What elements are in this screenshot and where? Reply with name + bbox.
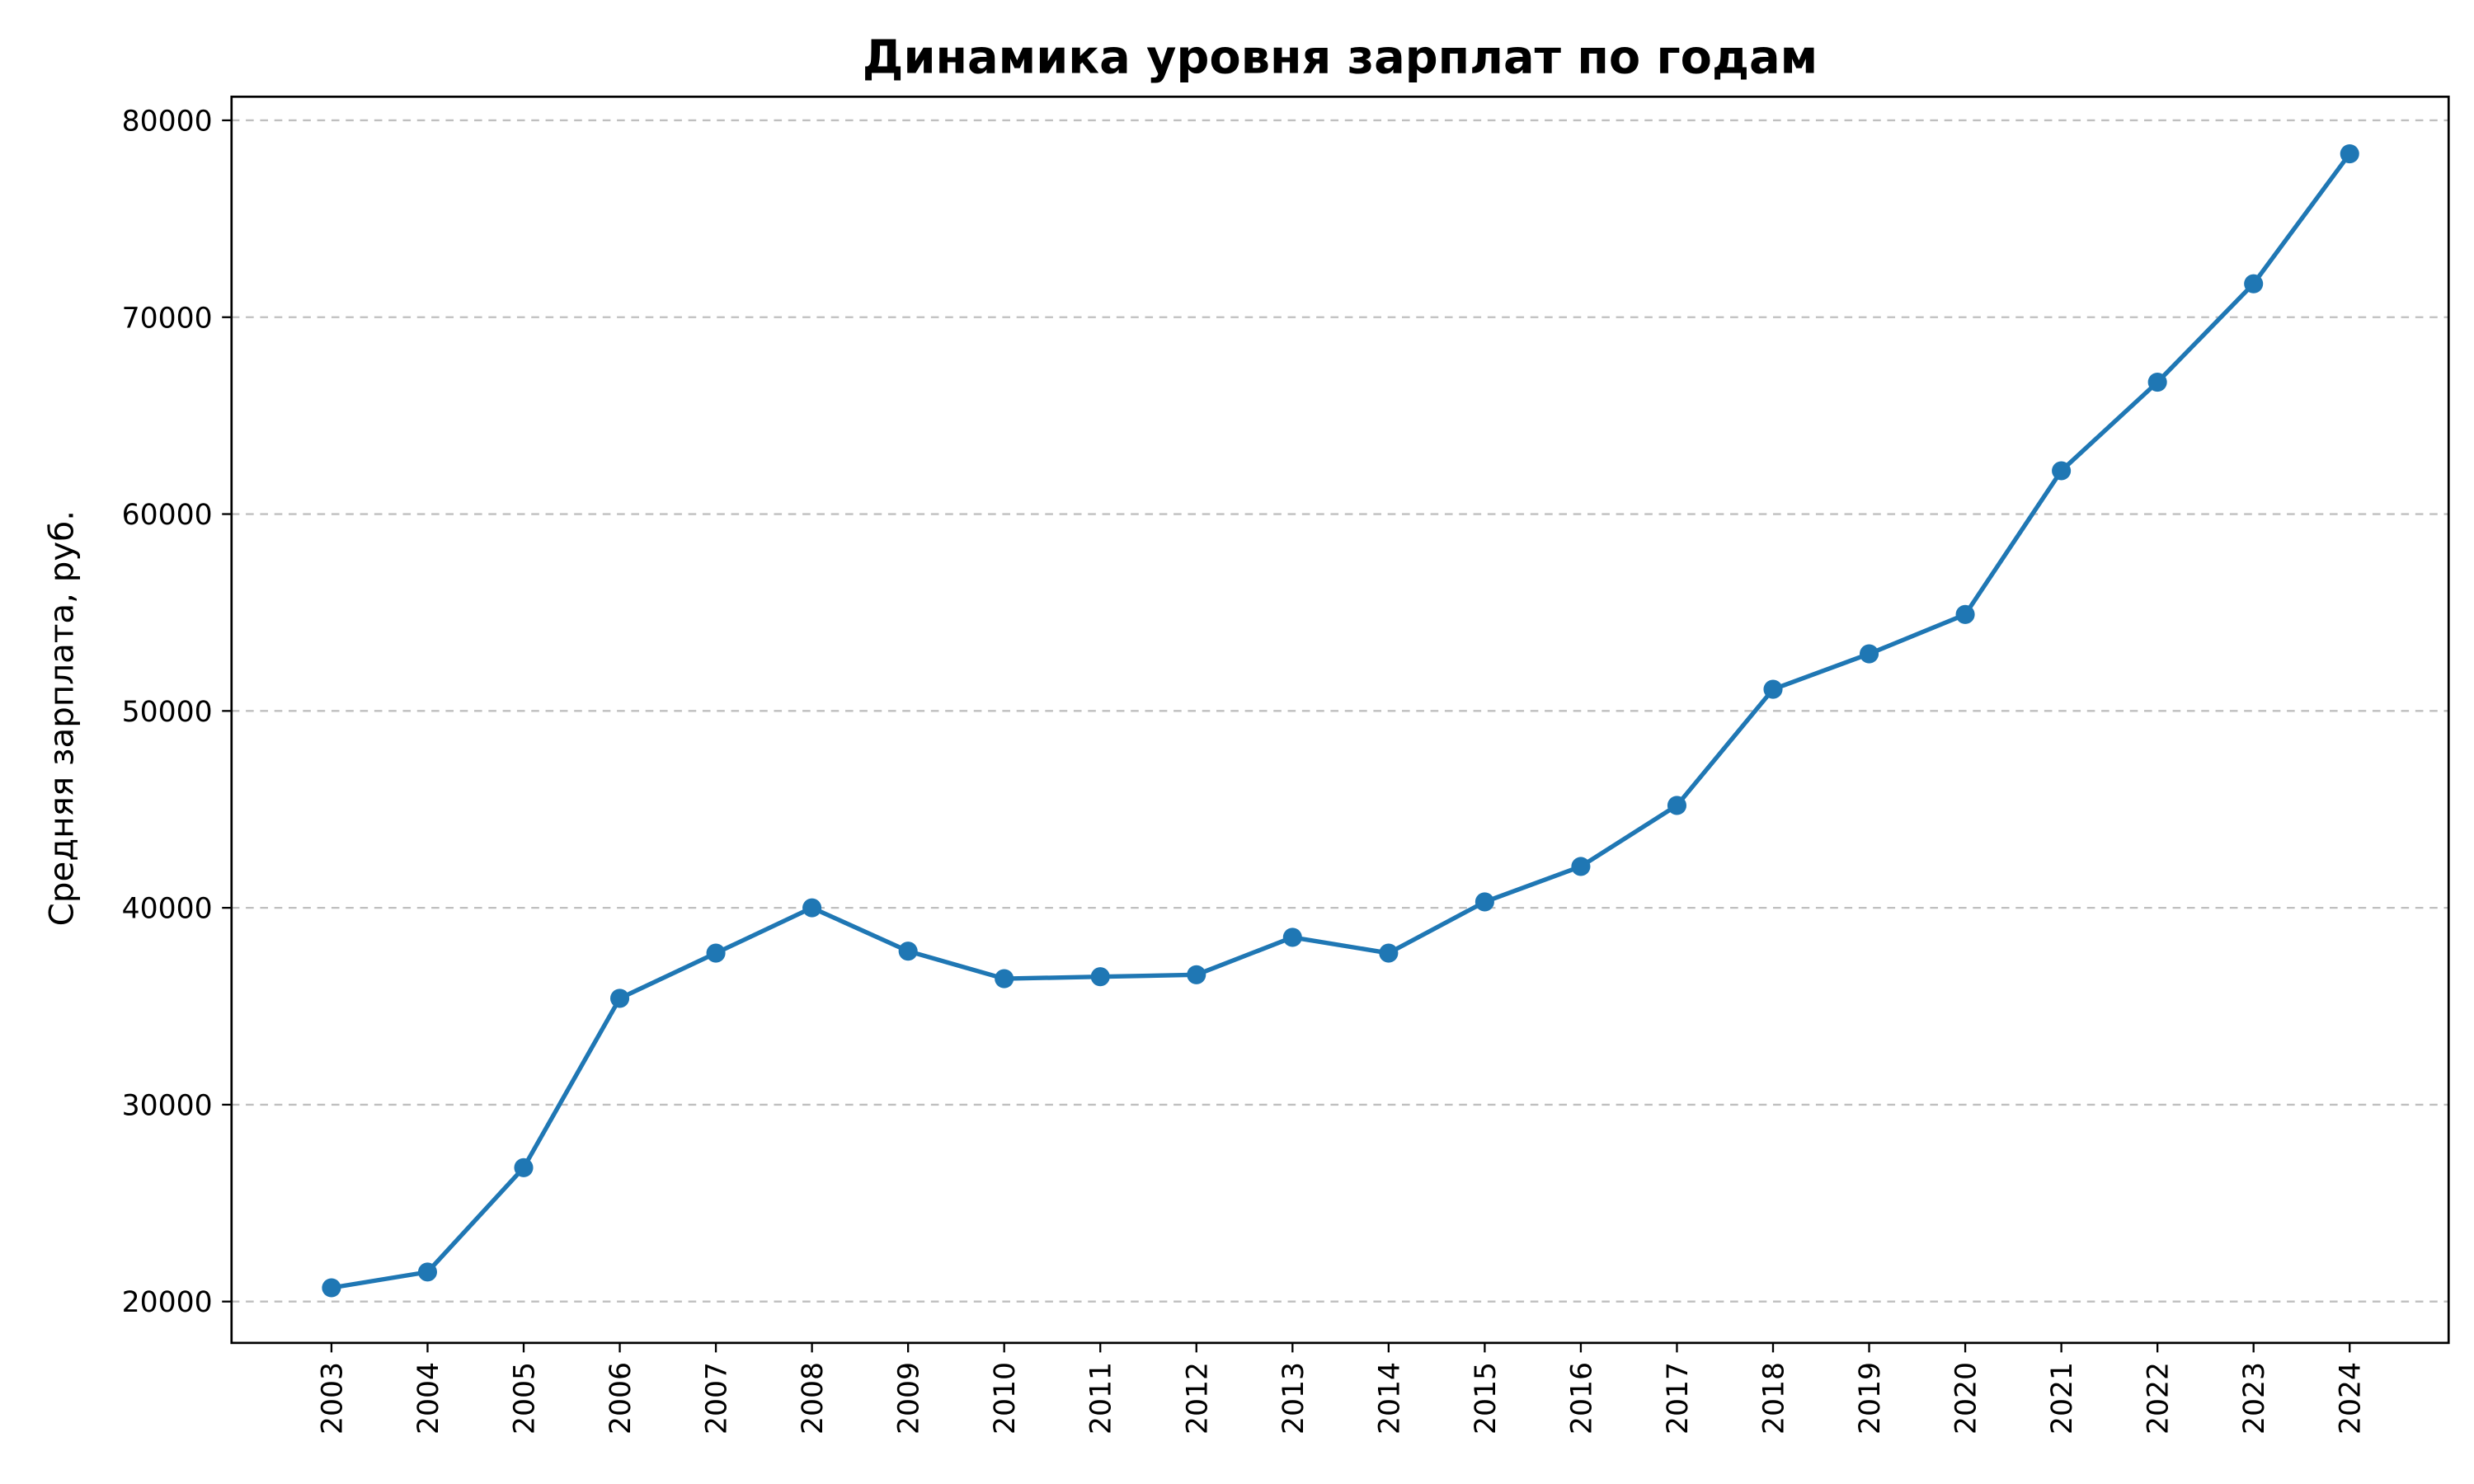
- y-tick-label: 20000: [122, 1286, 213, 1319]
- x-tick-label: 2009: [893, 1362, 926, 1435]
- x-tick-label: 2011: [1085, 1362, 1118, 1435]
- data-point-2004: [417, 1262, 437, 1282]
- x-tick-label: 2015: [1470, 1362, 1503, 1435]
- data-point-2005: [514, 1158, 534, 1177]
- data-point-2024: [2340, 144, 2359, 164]
- y-axis-label: Средняя зарплата, руб.: [42, 510, 81, 926]
- data-point-2010: [995, 969, 1014, 989]
- x-tick-label: 2004: [412, 1362, 445, 1435]
- y-axis-ticks: 20000 30000 40000 50000 60000 70000 80000: [122, 105, 232, 1319]
- x-tick-label: 2005: [509, 1362, 542, 1435]
- x-tick-label: 2020: [1950, 1362, 1983, 1435]
- data-point-2003: [322, 1278, 341, 1298]
- y-gridlines: [231, 119, 2449, 1303]
- data-point-2022: [2147, 373, 2167, 392]
- x-tick-label: 2014: [1373, 1362, 1406, 1435]
- x-tick-label: 2023: [2238, 1362, 2271, 1435]
- x-axis-ticks: 2003 2004 2005 2006 2007 2008 2009 2010 2011 2012…: [316, 1342, 2368, 1435]
- y-tick-label: 60000: [122, 499, 213, 532]
- x-tick-label: 2008: [797, 1362, 830, 1435]
- data-point-2012: [1187, 965, 1206, 984]
- data-point-2007: [706, 943, 726, 963]
- data-point-2015: [1475, 892, 1494, 912]
- data-point-2018: [1763, 679, 1783, 699]
- x-tick-label: 2022: [2142, 1362, 2175, 1435]
- x-tick-label: 2010: [989, 1362, 1022, 1435]
- data-point-2019: [1860, 644, 1879, 664]
- x-tick-label: 2021: [2046, 1362, 2079, 1435]
- data-point-2016: [1571, 857, 1591, 876]
- axes-frame: [230, 95, 2450, 1345]
- x-tick-label: 2013: [1277, 1362, 1310, 1435]
- data-point-2020: [1955, 604, 1975, 624]
- data-point-2021: [2052, 461, 2072, 481]
- y-tick-label: 40000: [122, 893, 213, 926]
- x-tick-label: 2012: [1181, 1362, 1214, 1435]
- x-tick-label: 2017: [1662, 1362, 1695, 1435]
- x-tick-label: 2024: [2335, 1362, 2368, 1435]
- x-tick-label: 2003: [316, 1362, 349, 1435]
- data-point-2006: [610, 989, 630, 1008]
- chart-title: Динамика уровня зарплат по годам: [863, 31, 1818, 84]
- x-tick-label: 2007: [701, 1362, 734, 1435]
- data-point-2023: [2244, 274, 2264, 294]
- x-tick-label: 2016: [1565, 1362, 1598, 1435]
- y-tick-label: 70000: [122, 302, 213, 335]
- x-tick-label: 2018: [1758, 1362, 1791, 1435]
- data-point-2009: [898, 942, 918, 961]
- data-point-2017: [1667, 796, 1686, 815]
- y-tick-label: 30000: [122, 1089, 213, 1122]
- y-tick-label: 50000: [122, 696, 213, 729]
- series-line: [331, 152, 2352, 1290]
- data-point-2013: [1282, 928, 1302, 947]
- y-tick-label: 80000: [122, 105, 213, 138]
- data-point-2011: [1090, 967, 1110, 987]
- x-tick-label: 2019: [1854, 1362, 1887, 1435]
- series-layer: [322, 144, 2359, 1298]
- x-tick-label: 2006: [604, 1362, 637, 1435]
- data-point-2008: [802, 898, 822, 918]
- data-point-2014: [1379, 943, 1399, 963]
